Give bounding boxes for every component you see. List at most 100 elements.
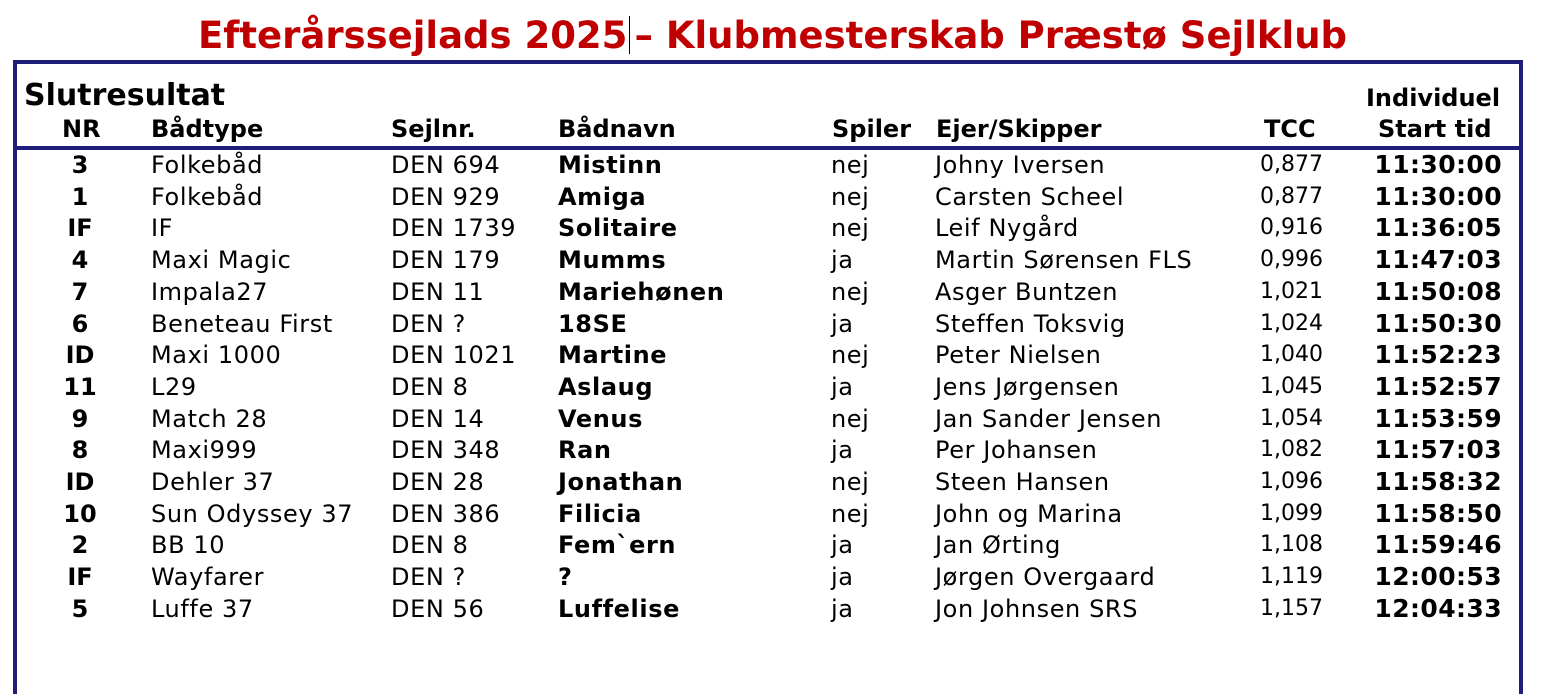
cell-boat-name: 18SE: [558, 309, 628, 338]
cell-owner: Peter Nielsen: [935, 341, 1102, 370]
section-title: Slutresultat: [24, 78, 226, 113]
header-owner: Ejer/Skipper: [936, 115, 1102, 143]
cell-owner: John og Marina: [935, 499, 1123, 528]
cell-nr: 11: [63, 372, 97, 401]
header-divider: [17, 146, 1519, 150]
cell-start-time: 11:47:03: [1374, 245, 1502, 275]
cell-start-time: 11:53:59: [1374, 403, 1502, 433]
cell-spinnaker: nej: [831, 341, 870, 370]
table-row: 2 BB 10 DEN 8 Fem`ern ja Jan Ørting 1,10…: [0, 530, 1545, 562]
cell-spinnaker: ja: [831, 594, 854, 623]
cell-boat-name: Jonathan: [558, 468, 684, 496]
cell-nr: 4: [71, 246, 89, 275]
header-start-line2: Start tid: [1378, 115, 1492, 143]
cell-boat-name: Solitaire: [558, 214, 678, 243]
cell-boat-type: L29: [151, 372, 197, 401]
cell-boat-type: Wayfarer: [151, 563, 265, 592]
cell-boat-name: Fem`ern: [558, 531, 677, 560]
cell-start-time: 11:36:05: [1374, 213, 1502, 243]
cell-boat-name: Martine: [558, 341, 668, 370]
cell-sail-number: DEN 56: [391, 594, 485, 623]
cell-owner: Jan Ørting: [935, 531, 1061, 560]
cell-tcc: 0,996: [1260, 247, 1323, 273]
cell-nr: 1: [71, 182, 89, 211]
cell-boat-name: Mumms: [558, 246, 667, 275]
page-title: Efterårssejlads 2025– Klubmesterskab Præ…: [0, 12, 1545, 60]
cell-owner: Asger Buntzen: [935, 277, 1119, 306]
cell-owner: Jan Sander Jensen: [935, 404, 1163, 433]
cell-boat-type: Sun Odyssey 37: [151, 499, 354, 528]
table-row: 1 Folkebåd DEN 929 Amiga nej Carsten Sch…: [0, 182, 1545, 214]
cell-sail-number: DEN 14: [391, 404, 485, 433]
cell-tcc: 1,157: [1260, 595, 1323, 621]
table-row: 9 Match 28 DEN 14 Venus nej Jan Sander J…: [0, 404, 1545, 436]
cell-nr: 2: [71, 531, 89, 560]
cell-boat-type: Luffe 37: [151, 594, 254, 623]
cell-boat-type: IF: [151, 214, 174, 243]
title-event: Efterårssejlads 2025: [197, 14, 628, 57]
cell-start-time: 11:52:23: [1374, 340, 1502, 370]
cell-tcc: 0,877: [1260, 152, 1323, 177]
cell-nr: 10: [63, 499, 97, 528]
cell-tcc: 1,021: [1260, 278, 1323, 304]
cell-boat-name: Mistinn: [558, 151, 663, 179]
cell-nr: 5: [71, 594, 89, 623]
cell-start-time: 11:59:46: [1374, 530, 1502, 560]
cell-nr: 6: [71, 309, 89, 338]
cell-boat-type: Impala27: [151, 277, 269, 306]
cell-boat-name: Filicia: [558, 499, 642, 528]
cell-nr: 8: [71, 436, 89, 465]
header-spinnaker: Spiler: [832, 115, 912, 143]
cell-tcc: 1,099: [1260, 500, 1323, 526]
cell-boat-name: ?: [558, 563, 573, 592]
cell-nr: 3: [71, 151, 89, 179]
table-row: ID Maxi 1000 DEN 1021 Martine nej Peter …: [0, 340, 1545, 372]
cell-sail-number: DEN 179: [391, 246, 501, 275]
cell-boat-name: Venus: [558, 404, 643, 433]
cell-spinnaker: ja: [831, 531, 854, 560]
cell-owner: Leif Nygård: [935, 214, 1079, 243]
cell-start-time: 11:52:57: [1374, 371, 1502, 401]
cell-tcc: 1,108: [1260, 532, 1323, 558]
cell-boat-name: Amiga: [558, 182, 647, 211]
cell-start-time: 12:00:53: [1374, 562, 1502, 592]
cell-owner: Carsten Scheel: [935, 182, 1125, 211]
cell-tcc: 1,040: [1260, 342, 1323, 368]
cell-boat-type: Maxi Magic: [151, 246, 292, 275]
table-row: 4 Maxi Magic DEN 179 Mumms ja Martin Sør…: [0, 245, 1545, 277]
cell-start-time: 11:30:00: [1374, 181, 1502, 211]
cell-spinnaker: nej: [831, 468, 870, 496]
cell-spinnaker: nej: [831, 499, 870, 528]
table-row: 8 Maxi999 DEN 348 Ran ja Per Johansen 1,…: [0, 435, 1545, 467]
table-row: 6 Beneteau First DEN ? 18SE ja Steffen T…: [0, 309, 1545, 341]
cell-sail-number: DEN 929: [391, 182, 501, 211]
cell-owner: Johny Iversen: [935, 151, 1106, 179]
cell-nr: IF: [67, 563, 93, 592]
cell-sail-number: DEN 386: [391, 499, 501, 528]
cell-tcc: 1,119: [1260, 564, 1323, 590]
cell-spinnaker: ja: [831, 563, 854, 592]
cell-nr: 9: [71, 404, 89, 433]
cell-boat-type: Folkebåd: [151, 151, 264, 179]
cell-nr: IF: [67, 214, 93, 243]
cell-owner: Jørgen Overgaard: [935, 563, 1156, 592]
cell-sail-number: DEN 8: [391, 372, 469, 401]
table-row: IF Wayfarer DEN ? ? ja Jørgen Overgaard …: [0, 562, 1545, 594]
table-row: 11 L29 DEN 8 Aslaug ja Jens Jørgensen 1,…: [0, 372, 1545, 404]
header-boat-name: Bådnavn: [558, 115, 676, 143]
cell-spinnaker: nej: [831, 214, 870, 243]
cell-spinnaker: nej: [831, 277, 870, 306]
cell-spinnaker: ja: [831, 372, 854, 401]
cell-tcc: 1,096: [1260, 469, 1323, 494]
table-row: 10 Sun Odyssey 37 DEN 386 Filicia nej Jo…: [0, 499, 1545, 531]
cell-spinnaker: nej: [831, 404, 870, 433]
cell-sail-number: DEN 694: [391, 151, 501, 179]
table-row: 3 Folkebåd DEN 694 Mistinn nej Johny Ive…: [0, 150, 1545, 182]
table-row: ID Dehler 37 DEN 28 Jonathan nej Steen H…: [0, 467, 1545, 499]
table-row: 5 Luffe 37 DEN 56 Luffelise ja Jon Johns…: [0, 594, 1545, 626]
cell-start-time: 11:30:00: [1374, 150, 1502, 179]
cell-boat-type: Maxi 1000: [151, 341, 282, 370]
cell-spinnaker: ja: [831, 309, 854, 338]
cell-boat-type: BB 10: [151, 531, 226, 560]
cell-sail-number: DEN 11: [391, 277, 485, 306]
